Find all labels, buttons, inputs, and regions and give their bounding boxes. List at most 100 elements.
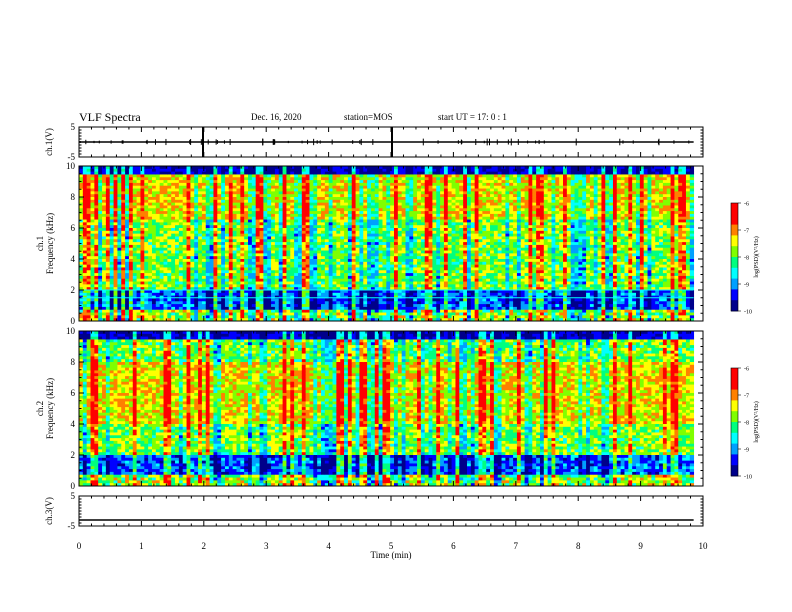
spectrogram-cell bbox=[225, 298, 229, 301]
spectrogram-cell bbox=[206, 242, 210, 245]
spectrogram-cell bbox=[221, 234, 225, 237]
spectrogram-cell bbox=[210, 276, 214, 279]
spectrogram-cell bbox=[237, 279, 241, 282]
spectrogram-cell bbox=[167, 234, 171, 237]
spectrogram-cell bbox=[129, 236, 133, 239]
spectrogram-cell bbox=[171, 251, 175, 254]
spectrogram-cell bbox=[110, 197, 114, 200]
spectrogram-cell bbox=[87, 296, 91, 299]
spectrogram-cell bbox=[91, 242, 95, 245]
spectrogram-cell bbox=[210, 231, 214, 234]
spectrogram-cell bbox=[144, 310, 148, 313]
spectrogram-cell bbox=[121, 251, 125, 254]
spectrogram-cell bbox=[240, 276, 244, 279]
spectrogram-cell bbox=[106, 231, 110, 234]
spectrogram-cell bbox=[221, 298, 225, 301]
spectrogram-cell bbox=[91, 174, 95, 177]
spectrogram-cell bbox=[129, 273, 133, 276]
spectrogram-cell bbox=[179, 276, 183, 279]
spectrogram-cell bbox=[190, 267, 194, 270]
spectrogram-cell bbox=[237, 183, 241, 186]
spectrogram-cell bbox=[198, 276, 202, 279]
spectrogram-cell bbox=[164, 208, 168, 211]
spectrogram-cell bbox=[225, 248, 229, 251]
spectrogram-cell bbox=[110, 203, 114, 206]
spectrogram-cell bbox=[102, 177, 106, 180]
vlf-spectra-figure: 5-5ch.1(V) 0246810ch.1 Frequency (kHz) 02… bbox=[0, 0, 792, 612]
spectrogram-cell bbox=[94, 225, 98, 228]
spectrogram-cell bbox=[175, 251, 179, 254]
spectrogram-cell bbox=[237, 234, 241, 237]
spectrogram-cell bbox=[210, 239, 214, 242]
spectrogram-cell bbox=[121, 217, 125, 220]
spectrogram-cell bbox=[79, 267, 83, 270]
spectrogram-cell bbox=[233, 220, 237, 223]
spectrogram-cell bbox=[202, 239, 206, 242]
spectrogram-cell bbox=[133, 307, 137, 310]
spectrogram-cell bbox=[237, 191, 241, 194]
spectrogram-cell bbox=[110, 220, 114, 223]
spectrogram-cell bbox=[194, 169, 198, 172]
spectrogram-cell bbox=[202, 236, 206, 239]
spectrogram-cell bbox=[106, 214, 110, 217]
spectrogram-cell bbox=[121, 259, 125, 262]
spectrogram-cell bbox=[160, 200, 164, 203]
spectrogram-cell bbox=[125, 253, 129, 256]
spectrogram-cell bbox=[144, 313, 148, 316]
spectrogram-cell bbox=[190, 197, 194, 200]
spectrogram-cell bbox=[198, 239, 202, 242]
spectrogram-cell bbox=[183, 194, 187, 197]
spectrogram-cell bbox=[217, 203, 221, 206]
spectrogram-cell bbox=[198, 248, 202, 251]
spectrogram-cell bbox=[125, 222, 129, 225]
spectrogram-cell bbox=[137, 251, 141, 254]
spectrogram-cell bbox=[164, 189, 168, 192]
spectrogram-cell bbox=[221, 197, 225, 200]
spectrogram-cell bbox=[148, 310, 152, 313]
spectrogram-cell bbox=[213, 234, 217, 237]
spectrogram-cell bbox=[210, 313, 214, 316]
spectrogram-cell bbox=[156, 296, 160, 299]
spectrogram-cell bbox=[233, 304, 237, 307]
spectrogram-cell bbox=[83, 174, 87, 177]
spectrogram-cell bbox=[206, 259, 210, 262]
spectrogram-cell bbox=[229, 228, 233, 231]
spectrogram-cell bbox=[110, 248, 114, 251]
spectrogram-cell bbox=[140, 186, 144, 189]
spectrogram-cell bbox=[175, 282, 179, 285]
spectrogram-cell bbox=[83, 310, 87, 313]
spectrogram-cell bbox=[198, 273, 202, 276]
spectrogram-cell bbox=[187, 174, 191, 177]
spectrogram-cell bbox=[129, 189, 133, 192]
spectrogram-cell bbox=[121, 273, 125, 276]
spectrogram-cell bbox=[79, 315, 83, 318]
spectrogram-cell bbox=[171, 267, 175, 270]
spectrogram-cell bbox=[221, 228, 225, 231]
spectrogram-cell bbox=[221, 270, 225, 273]
spectrogram-cell bbox=[140, 270, 144, 273]
spectrogram-cell bbox=[114, 253, 118, 256]
spectrogram-cell bbox=[133, 256, 137, 259]
spectrogram-cell bbox=[229, 301, 233, 304]
spectrogram-cell bbox=[229, 313, 233, 316]
spectrogram-cell bbox=[237, 315, 241, 318]
spectrogram-cell bbox=[144, 186, 148, 189]
spectrogram-cell bbox=[98, 239, 102, 242]
spectrogram-cell bbox=[237, 208, 241, 211]
spectrogram-cell bbox=[110, 231, 114, 234]
spectrogram-cell bbox=[140, 259, 144, 262]
spectrogram-cell bbox=[179, 251, 183, 254]
spectrogram-cell bbox=[144, 200, 148, 203]
spectrogram-cell bbox=[175, 208, 179, 211]
spectrogram-cell bbox=[102, 284, 106, 287]
spectrogram-cell bbox=[164, 231, 168, 234]
spectrogram-cell bbox=[102, 298, 106, 301]
spectrogram-cell bbox=[110, 194, 114, 197]
spectrogram-cell bbox=[240, 265, 244, 268]
spectrogram-cell bbox=[156, 228, 160, 231]
spectrogram-cell bbox=[83, 273, 87, 276]
spectrogram-cell bbox=[156, 307, 160, 310]
spectrogram-cell bbox=[148, 191, 152, 194]
spectrogram-cell bbox=[194, 301, 198, 304]
spectrogram-cell bbox=[152, 304, 156, 307]
